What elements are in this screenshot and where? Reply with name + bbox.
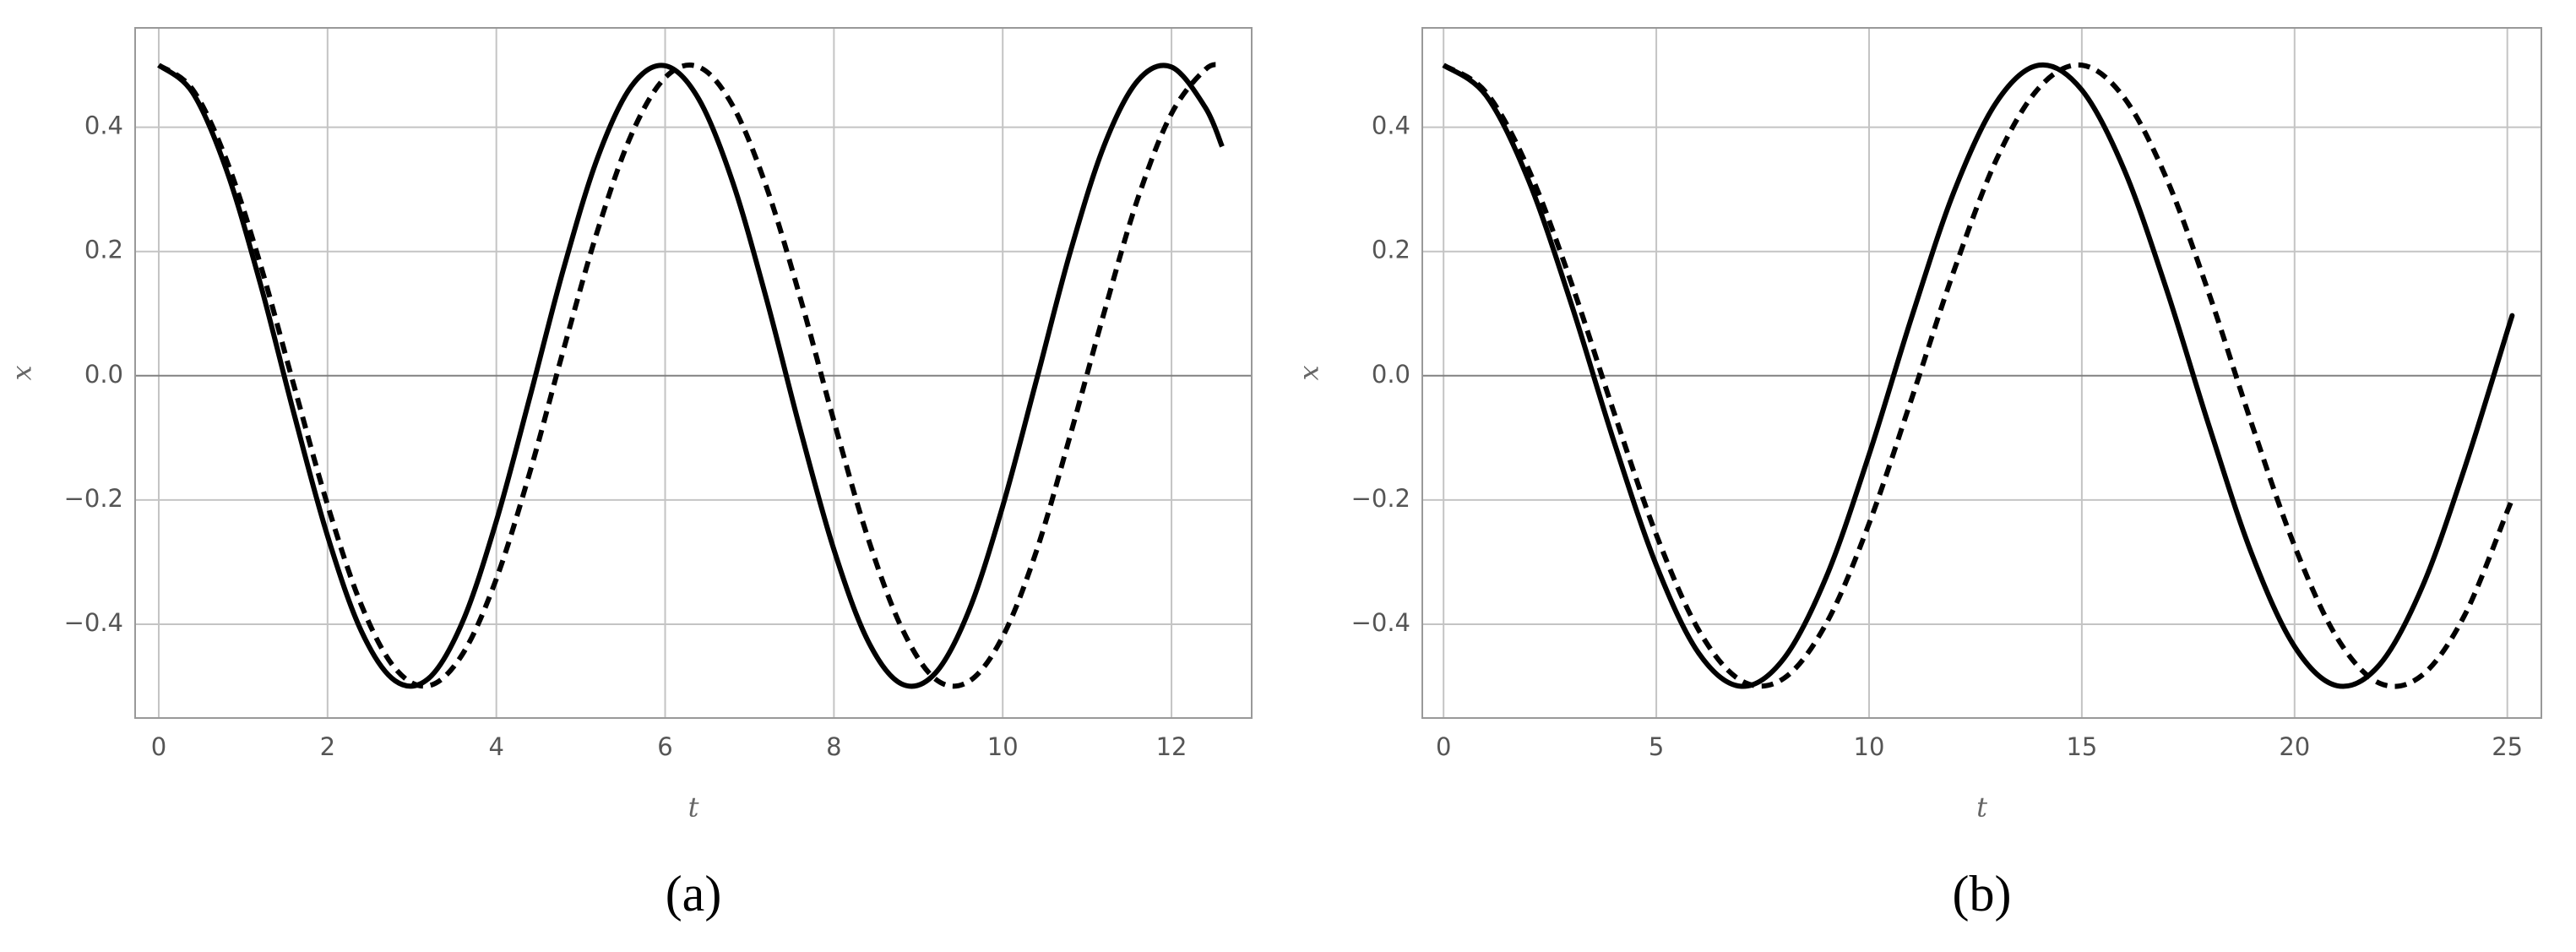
x-tick-label: 2 [320, 732, 335, 761]
y-tick-label: 0.4 [1372, 112, 1410, 140]
x-axis-label: t [1976, 792, 1987, 824]
plot-area [1422, 28, 2541, 718]
y-tick-label: 0.2 [84, 236, 123, 264]
y-tick-label: 0.4 [84, 112, 123, 140]
y-axis-label: x [1293, 365, 1325, 380]
series-line [157, 62, 1223, 689]
x-tick-label: 10 [1854, 732, 1885, 761]
x-tick-label: 10 [987, 732, 1019, 761]
x-tick-label: 6 [657, 732, 672, 761]
series-line [157, 63, 1225, 689]
x-tick-label: 0 [151, 732, 166, 761]
x-tick-label: 4 [488, 732, 503, 761]
chart-title: (a) [666, 866, 722, 922]
y-tick-label: 0.2 [1372, 236, 1410, 264]
plot-frame [1421, 27, 2542, 719]
x-tick-label: 12 [1156, 732, 1187, 761]
y-tick-label: 0.0 [84, 360, 123, 389]
y-axis-label: x [6, 365, 38, 380]
plot-area [135, 28, 1252, 718]
x-axis-label: t [688, 792, 699, 824]
x-tick-label: 25 [2492, 732, 2523, 761]
plot-frame [134, 27, 1253, 719]
x-tick-label: 5 [1649, 732, 1664, 761]
y-tick-label: −0.2 [1351, 484, 1410, 513]
y-tick-label: 0.0 [1372, 360, 1410, 389]
y-tick-label: −0.4 [64, 608, 123, 637]
y-tick-label: −0.4 [1351, 608, 1410, 637]
y-tick-label: −0.2 [64, 484, 123, 513]
chart: 0 2 4 6 8 10 12 −0.4 −0.2 0.0 0.2 0.4 t x (a) [6, 27, 1253, 922]
x-tick-label: 8 [826, 732, 841, 761]
x-tick-label: 0 [1436, 732, 1451, 761]
series-line [1442, 62, 2515, 689]
x-tick-label: 20 [2279, 732, 2310, 761]
chart: 0 5 10 15 20 25 −0.4 −0.2 0.0 0.2 0.4 t x (b) [1293, 27, 2542, 922]
chart-title: (b) [1953, 866, 2012, 922]
x-tick-label: 15 [2066, 732, 2097, 761]
